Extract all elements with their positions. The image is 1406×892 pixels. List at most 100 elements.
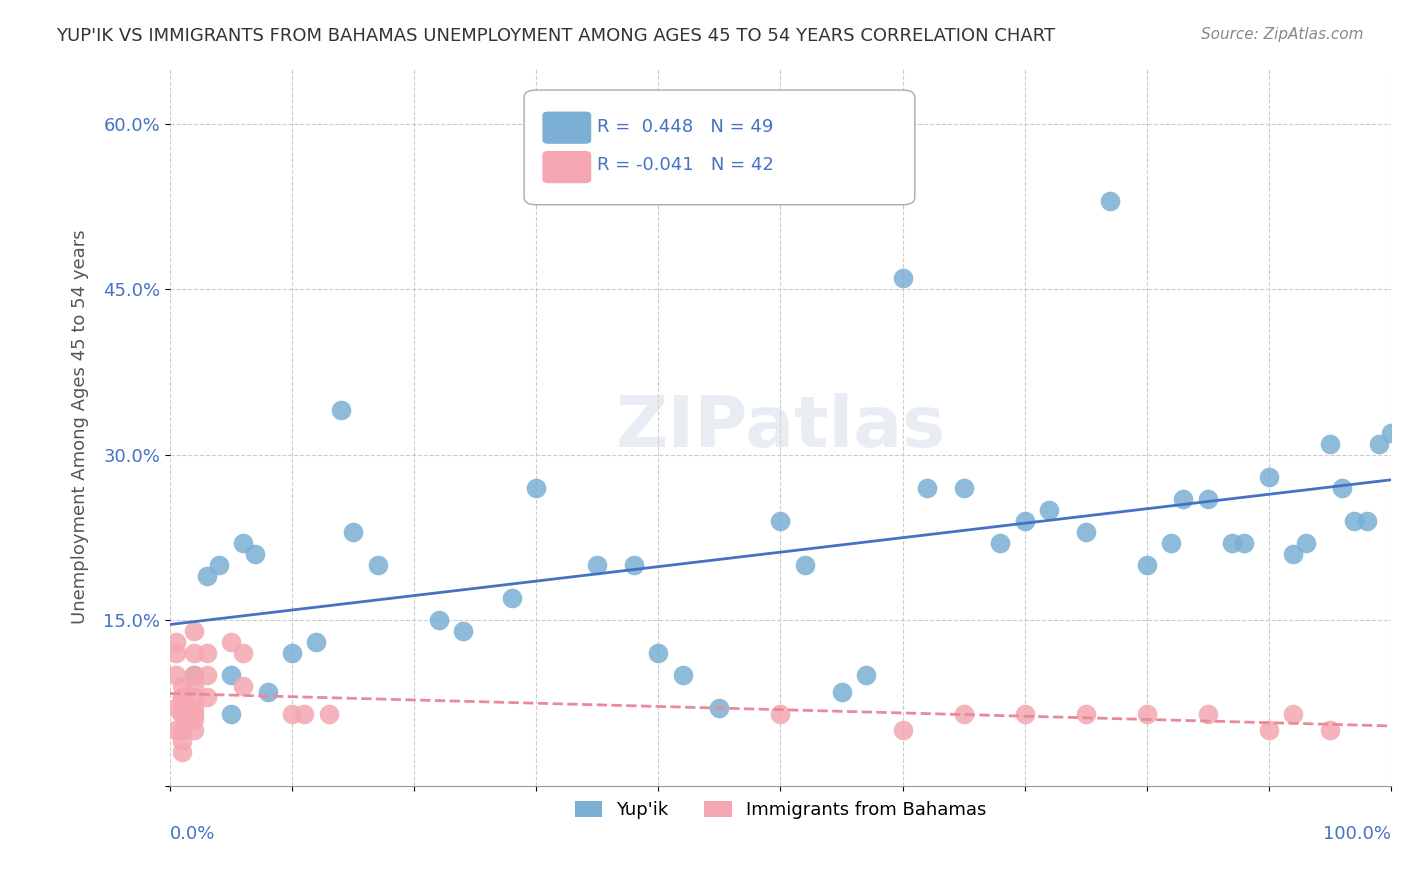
- Point: [855, 668, 877, 682]
- Point: [183, 668, 205, 682]
- Point: [952, 706, 974, 721]
- Text: R = -0.041   N = 42: R = -0.041 N = 42: [598, 156, 775, 174]
- Point: [172, 734, 194, 748]
- Point: [1257, 723, 1279, 738]
- Point: [501, 591, 523, 605]
- Point: [1160, 536, 1182, 550]
- Point: [183, 624, 205, 639]
- Point: [183, 690, 205, 705]
- Point: [172, 679, 194, 693]
- Point: [891, 723, 914, 738]
- Point: [1074, 524, 1097, 539]
- Legend: Yup'ik, Immigrants from Bahamas: Yup'ik, Immigrants from Bahamas: [568, 794, 994, 827]
- Point: [1282, 547, 1305, 561]
- Point: [281, 646, 304, 660]
- Point: [256, 685, 278, 699]
- Point: [183, 723, 205, 738]
- Point: [915, 481, 938, 495]
- Point: [672, 668, 695, 682]
- Point: [208, 558, 231, 572]
- Point: [1233, 536, 1256, 550]
- Point: [165, 668, 187, 682]
- Point: [281, 706, 304, 721]
- Point: [1319, 436, 1341, 450]
- Point: [1220, 536, 1243, 550]
- Point: [292, 706, 315, 721]
- Point: [1014, 706, 1036, 721]
- Point: [183, 706, 205, 721]
- Point: [183, 679, 205, 693]
- Point: [219, 668, 242, 682]
- Point: [709, 701, 731, 715]
- Point: [219, 706, 242, 721]
- Point: [172, 723, 194, 738]
- FancyBboxPatch shape: [543, 151, 592, 183]
- Point: [1331, 481, 1354, 495]
- Point: [1074, 706, 1097, 721]
- Point: [427, 613, 450, 627]
- Point: [1197, 491, 1219, 506]
- Point: [891, 271, 914, 285]
- Point: [172, 690, 194, 705]
- Point: [172, 701, 194, 715]
- Point: [1379, 425, 1402, 440]
- Point: [172, 690, 194, 705]
- Point: [769, 706, 792, 721]
- Point: [183, 646, 205, 660]
- Point: [586, 558, 609, 572]
- Point: [195, 690, 218, 705]
- Point: [1295, 536, 1317, 550]
- Point: [172, 746, 194, 760]
- Point: [1319, 723, 1341, 738]
- Point: [451, 624, 474, 639]
- Text: R =  0.448   N = 49: R = 0.448 N = 49: [598, 119, 773, 136]
- Text: 0.0%: 0.0%: [170, 825, 215, 843]
- Point: [623, 558, 645, 572]
- Point: [647, 646, 669, 660]
- Point: [1136, 706, 1159, 721]
- Point: [1136, 558, 1159, 572]
- Point: [165, 723, 187, 738]
- Point: [342, 524, 364, 539]
- Point: [172, 706, 194, 721]
- Point: [988, 536, 1011, 550]
- Point: [1014, 514, 1036, 528]
- Point: [952, 481, 974, 495]
- Point: [793, 558, 815, 572]
- Point: [195, 668, 218, 682]
- Point: [195, 646, 218, 660]
- Point: [165, 701, 187, 715]
- Point: [245, 547, 267, 561]
- Point: [769, 514, 792, 528]
- Point: [1343, 514, 1365, 528]
- Point: [305, 635, 328, 649]
- Text: Source: ZipAtlas.com: Source: ZipAtlas.com: [1201, 27, 1364, 42]
- Point: [165, 635, 187, 649]
- Point: [1368, 436, 1391, 450]
- Point: [1257, 469, 1279, 483]
- Point: [165, 646, 187, 660]
- Point: [1173, 491, 1195, 506]
- Text: 100.0%: 100.0%: [1323, 825, 1391, 843]
- Point: [172, 706, 194, 721]
- Point: [831, 685, 853, 699]
- Point: [219, 635, 242, 649]
- FancyBboxPatch shape: [524, 90, 915, 205]
- FancyBboxPatch shape: [543, 112, 592, 144]
- Point: [367, 558, 389, 572]
- Text: ZIPatlas: ZIPatlas: [616, 392, 946, 461]
- Point: [195, 569, 218, 583]
- Point: [524, 481, 547, 495]
- Point: [232, 646, 254, 660]
- Point: [1099, 194, 1122, 208]
- Point: [183, 701, 205, 715]
- Point: [232, 679, 254, 693]
- Point: [232, 536, 254, 550]
- Point: [318, 706, 340, 721]
- Point: [183, 712, 205, 726]
- Point: [1038, 502, 1060, 516]
- Point: [183, 668, 205, 682]
- Text: YUP'IK VS IMMIGRANTS FROM BAHAMAS UNEMPLOYMENT AMONG AGES 45 TO 54 YEARS CORRELA: YUP'IK VS IMMIGRANTS FROM BAHAMAS UNEMPL…: [56, 27, 1056, 45]
- Point: [1282, 706, 1305, 721]
- Point: [329, 403, 352, 417]
